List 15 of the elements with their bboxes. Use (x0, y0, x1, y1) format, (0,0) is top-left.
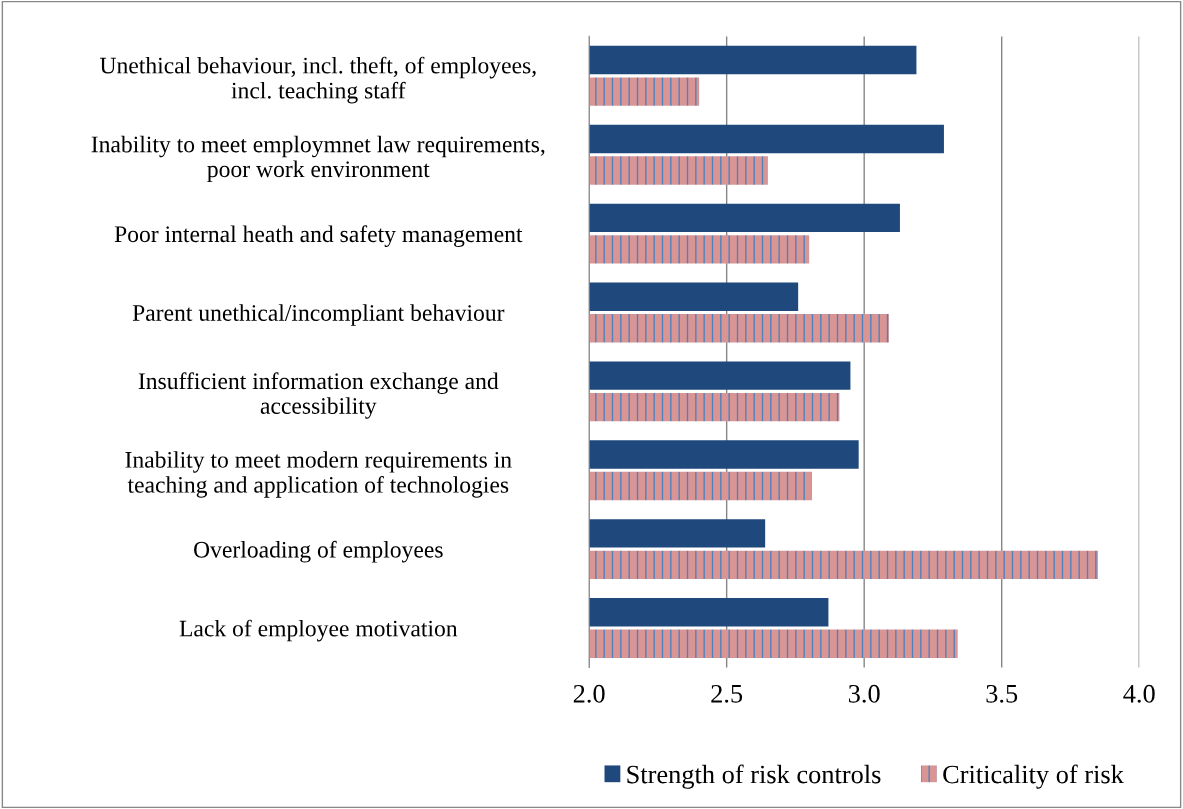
x-tick-label: 2.0 (573, 684, 605, 703)
x-tick-label: 2.5 (711, 684, 743, 703)
y-tick-label: Overloading of employees (194, 540, 443, 563)
y-tick-label: Inability to meet modern requirements in teaching and application of technologies (125, 451, 512, 498)
legend-label: Strength of risk controls (627, 764, 881, 789)
x-tick-label: 4.0 (1123, 684, 1155, 703)
y-tick-label: Inability to meet employmnet law requirements, poor work environment (91, 135, 545, 182)
x-tick-label: 3.5 (986, 684, 1018, 703)
y-tick-label: Unethical behaviour, incl. theft, of employees, incl. teaching staff (99, 56, 536, 104)
x-tick-label: 3.0 (848, 684, 880, 703)
y-tick-label: Poor internal heath and safety management (114, 225, 523, 248)
y-tick-label: Insufficient information exchange and accessibility (138, 372, 499, 419)
y-tick-label: Parent unethical/incompliant behaviour (132, 304, 505, 326)
y-tick-label: Lack of employee motivation (179, 619, 458, 642)
legend-label: Criticality of risk (943, 764, 1124, 789)
